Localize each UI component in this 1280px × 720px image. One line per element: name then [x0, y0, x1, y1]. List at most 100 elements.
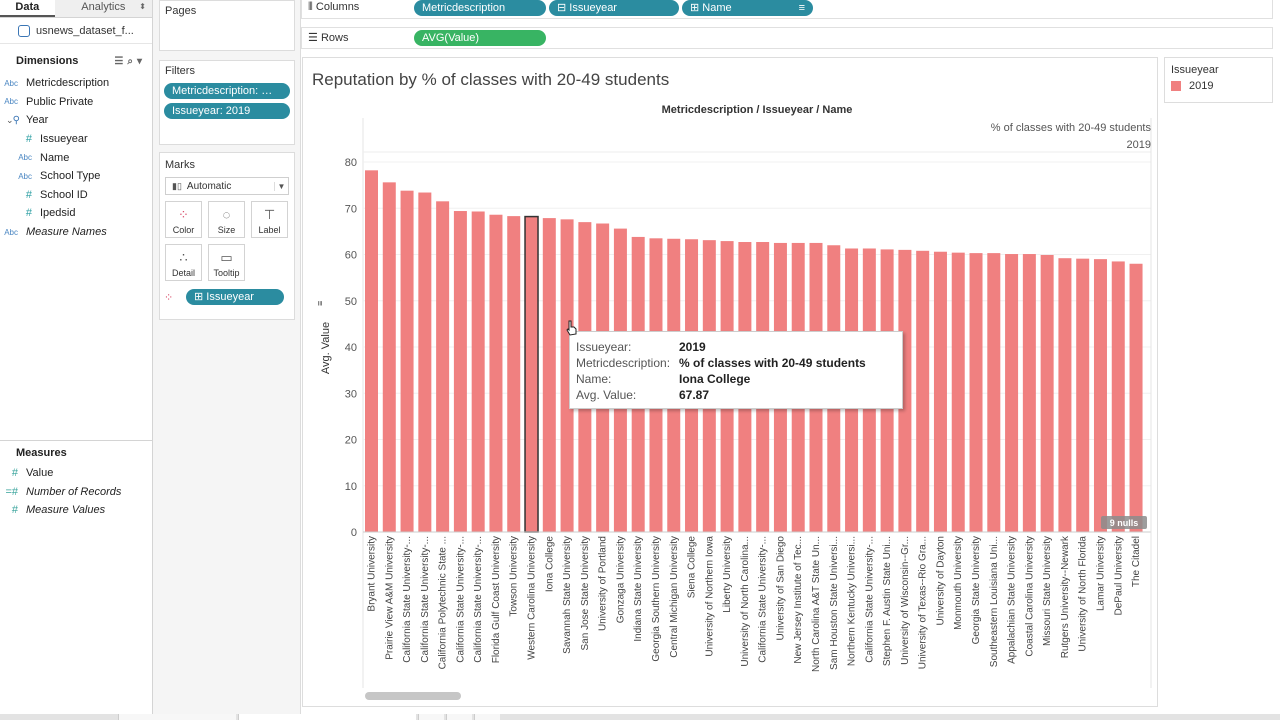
tooltip-label: Tooltip — [213, 268, 240, 278]
horizontal-scrollbar-thumb — [365, 692, 461, 700]
field-label: Issueyear — [40, 133, 88, 146]
rows-shelf[interactable]: ☰ Rows AVG(Value) — [301, 27, 1273, 49]
field-value[interactable]: # Value — [0, 464, 152, 483]
columns-pill-issueyear[interactable]: ⊟ Issueyear — [549, 0, 679, 16]
field-issueyear[interactable]: # Issueyear — [0, 130, 152, 149]
bar — [1058, 258, 1072, 532]
search-icon[interactable]: ⌕ — [127, 55, 137, 67]
folder-year[interactable]: ⌄ ⚲ Year — [0, 111, 152, 130]
filters-card: Filters Metricdescription: % ... Issueye… — [159, 60, 295, 145]
sort-icon: ≡ — [315, 301, 325, 306]
sheet-tab-active[interactable] — [238, 714, 416, 720]
marks-pill-label: Issueyear — [206, 291, 254, 303]
field-name[interactable]: Abc Name — [0, 148, 152, 167]
x-tick-label: Georgia Southern University — [651, 536, 662, 662]
color-label: Color — [172, 225, 195, 235]
field-number-of-records[interactable]: =# Number of Records — [0, 483, 152, 502]
rows-pill-avg-value[interactable]: AVG(Value) — [414, 30, 546, 46]
tooltip-value: Iona College — [679, 372, 751, 386]
field-label: Measure Names — [26, 226, 107, 239]
x-tick-label: Florida Gulf Coast University — [491, 536, 502, 663]
tooltip-icon: ▭ — [220, 250, 233, 265]
column-header-metric: % of classes with 20-49 students — [991, 122, 1152, 134]
field-school-id[interactable]: # School ID — [0, 186, 152, 205]
bar — [365, 170, 378, 532]
bar — [898, 249, 912, 532]
y-tick-label: 70 — [345, 203, 357, 215]
chevron-down-icon[interactable]: ⌄ — [6, 114, 14, 125]
columns-shelf[interactable]: ⦀ Columns Metricdescription ⊟ Issueyear … — [301, 0, 1273, 19]
pill-label: Name — [702, 2, 732, 14]
tooltip-value: 2019 — [679, 340, 706, 354]
x-tick-label: California State University-... — [402, 536, 413, 663]
hierarchy-icon: ⚲ — [12, 114, 20, 126]
tab-analytics[interactable]: Analytics ⬍ — [54, 0, 152, 17]
x-tick-label: California State University-... — [420, 536, 431, 663]
x-tick-label: North Carolina A&T State Un... — [811, 536, 822, 672]
bar — [524, 215, 539, 533]
columns-pill-metricdescription[interactable]: Metricdescription — [414, 0, 546, 16]
filters-title: Filters — [165, 65, 195, 77]
mark-type-dropdown[interactable]: ▮▯ Automatic ▼ — [165, 177, 289, 195]
filter-pill-issueyear[interactable]: Issueyear: 2019 — [164, 103, 290, 119]
color-legend: Issueyear 2019 — [1164, 57, 1273, 103]
viz-title[interactable]: Reputation by % of classes with 20-49 st… — [312, 70, 670, 89]
y-tick-label: 60 — [345, 250, 357, 262]
sheet-tab[interactable] — [418, 714, 444, 720]
datasource-row[interactable]: usnews_dataset_f... — [0, 18, 152, 44]
column-header-year: 2019 — [1127, 139, 1151, 151]
marks-card: Marks ▮▯ Automatic ▼ ⁘ Color ◌ Size ⊤ Label… — [159, 152, 295, 320]
tooltip-key: Issueyear: — [576, 340, 632, 354]
sort-icon[interactable]: ≡ — [798, 2, 805, 14]
field-measure-names[interactable]: Abc Measure Names — [0, 223, 152, 242]
field-ipedsid[interactable]: # Ipedsid — [0, 204, 152, 223]
columns-pill-name[interactable]: ⊞ Name ≡ — [682, 0, 813, 16]
y-tick-label: 30 — [345, 388, 357, 400]
string-type-icon: Abc — [4, 97, 18, 107]
x-tick-label: California State University-... — [758, 536, 769, 663]
y-axis-label: Avg. Value — [320, 322, 332, 374]
sheet-tab[interactable] — [474, 714, 500, 720]
sheet-tab[interactable] — [446, 714, 472, 720]
measures-title: Measures — [16, 447, 67, 459]
field-measure-values[interactable]: # Measure Values — [0, 501, 152, 520]
x-tick-label: Bryant University — [367, 536, 378, 612]
bar — [436, 201, 450, 532]
tooltip-value: 67.87 — [679, 388, 710, 402]
field-metricdescription[interactable]: Abc Metricdescription — [0, 74, 152, 93]
detail-button[interactable]: ∴ Detail — [165, 244, 202, 281]
size-button[interactable]: ◌ Size — [208, 201, 245, 238]
legend-item-2019[interactable]: 2019 — [1165, 80, 1272, 92]
legend-swatch — [1171, 81, 1181, 91]
field-public-private[interactable]: Abc Public Private — [0, 93, 152, 112]
bar — [916, 250, 930, 533]
y-tick-label: 20 — [345, 435, 357, 447]
bar — [1076, 258, 1090, 532]
filter-pill-metricdescription[interactable]: Metricdescription: % ... — [164, 83, 290, 99]
tab-data[interactable]: Data — [0, 0, 55, 17]
field-school-type[interactable]: Abc School Type — [0, 167, 152, 186]
x-tick-label: University of San Diego — [775, 536, 786, 641]
x-tick-label: University of Portland — [598, 536, 609, 631]
marks-pill-issueyear[interactable]: ⊞ Issueyear — [186, 289, 284, 305]
y-tick-label: 80 — [345, 157, 357, 169]
x-tick-label: Lamar University — [1095, 536, 1106, 611]
color-button[interactable]: ⁘ Color — [165, 201, 202, 238]
pages-card[interactable]: Pages — [159, 0, 295, 51]
tooltip-button[interactable]: ▭ Tooltip — [208, 244, 245, 281]
view-list-icon[interactable]: ☰ — [114, 55, 128, 67]
string-type-icon: Abc — [4, 227, 18, 237]
tooltip-key: Metricdescription: — [576, 356, 671, 370]
label-button[interactable]: ⊤ Label — [251, 201, 288, 238]
sheet-tab[interactable] — [118, 714, 236, 720]
tooltip-value: % of classes with 20-49 students — [679, 356, 866, 370]
menu-arrow-icon[interactable]: ▾ — [136, 55, 146, 67]
x-tick-label: Gonzaga University — [615, 536, 626, 623]
x-tick-label: Iona College — [544, 536, 555, 593]
pill-label: Issueyear — [569, 2, 617, 14]
dimensions-title: Dimensions — [16, 55, 79, 67]
x-tick-label: Northern Kentucky Universi... — [847, 536, 858, 666]
x-tick-label: Western Carolina University — [527, 536, 538, 660]
field-label: Measure Values — [26, 504, 106, 517]
x-tick-label: DePaul University — [1113, 536, 1124, 615]
